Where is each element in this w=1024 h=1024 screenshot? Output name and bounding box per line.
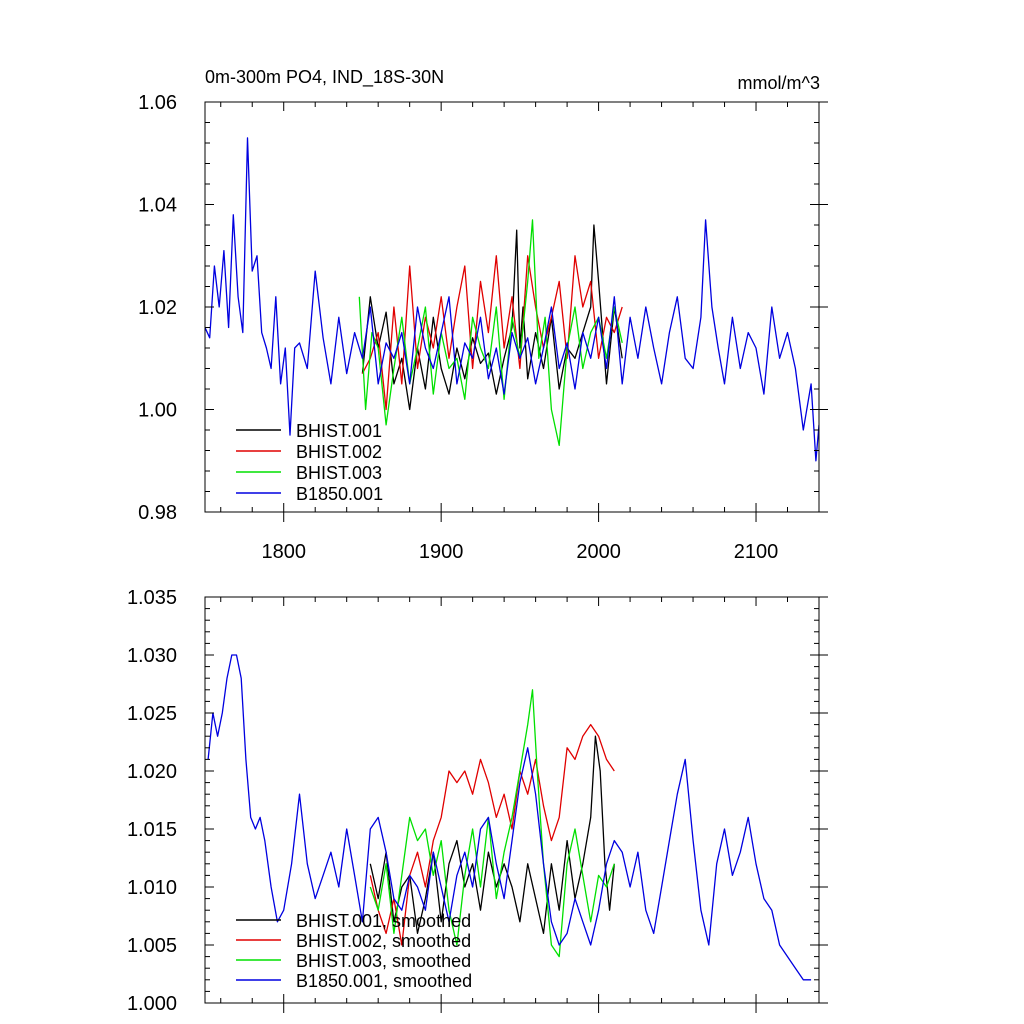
series-line-B1850.001 <box>207 654 812 981</box>
plot-frame <box>204 101 820 513</box>
legend-label: BHIST.003 <box>296 463 382 483</box>
legend-label: BHIST.002, smoothed <box>296 931 471 951</box>
x-tick-label: 2000 <box>576 541 621 563</box>
y-tick-label: 0.98 <box>138 502 177 524</box>
y-tick-label: 1.025 <box>127 703 177 725</box>
series-line-BHIST.002 <box>361 255 623 411</box>
y-tick-label: 1.020 <box>127 761 177 783</box>
y-tick-label: 1.035 <box>127 587 177 609</box>
chart-title: 0m-300m PO4, IND_18S-30N <box>205 67 444 88</box>
legend-label: BHIST.001 <box>296 421 382 441</box>
legend-label: B1850.001 <box>296 484 383 504</box>
axis-ticks: 1.000 1.005 1.010 1.015 1.020 1.025 1.030 1.035 <box>127 587 828 1015</box>
y-tick-label: 1.005 <box>127 935 177 957</box>
plot-frame <box>204 596 820 1004</box>
y-tick-label: 1.00 <box>138 400 177 422</box>
x-tick-label: 1900 <box>419 541 464 563</box>
y-tick-label: 1.06 <box>138 92 177 114</box>
y-tick-label: 1.010 <box>127 877 177 899</box>
x-tick-label: 2100 <box>734 541 779 563</box>
bottom-panel: 1.000 1.005 1.010 1.015 1.020 1.025 1.030 1.035… <box>127 587 828 1015</box>
legend-label: BHIST.002 <box>296 442 382 462</box>
series-layer <box>207 654 812 981</box>
axis-ticks: 1800 1900 2000 2100 0.98 1.00 1.02 1.04 1.06 <box>138 92 828 563</box>
legend-label: BHIST.001, smoothed <box>296 911 471 931</box>
series-layer <box>205 137 819 462</box>
legend-label: BHIST.003, smoothed <box>296 951 471 971</box>
series-line-B1850.001 <box>205 137 819 462</box>
y-tick-label: 1.04 <box>138 195 177 217</box>
units-label: mmol/m^3 <box>738 73 820 93</box>
x-tick-label: 1800 <box>261 541 306 563</box>
y-tick-label: 1.000 <box>127 993 177 1015</box>
y-tick-label: 1.015 <box>127 819 177 841</box>
series-line-BHIST.003 <box>369 689 615 958</box>
y-tick-label: 1.02 <box>138 297 177 319</box>
series-line-BHIST.002 <box>369 723 615 946</box>
legend-label: B1850.001, smoothed <box>296 971 472 991</box>
series-line-BHIST.003 <box>358 219 623 447</box>
top-panel: 0m-300m PO4, IND_18S-30N mmol/m^3 1800 19… <box>138 67 828 563</box>
y-tick-label: 1.030 <box>127 645 177 667</box>
